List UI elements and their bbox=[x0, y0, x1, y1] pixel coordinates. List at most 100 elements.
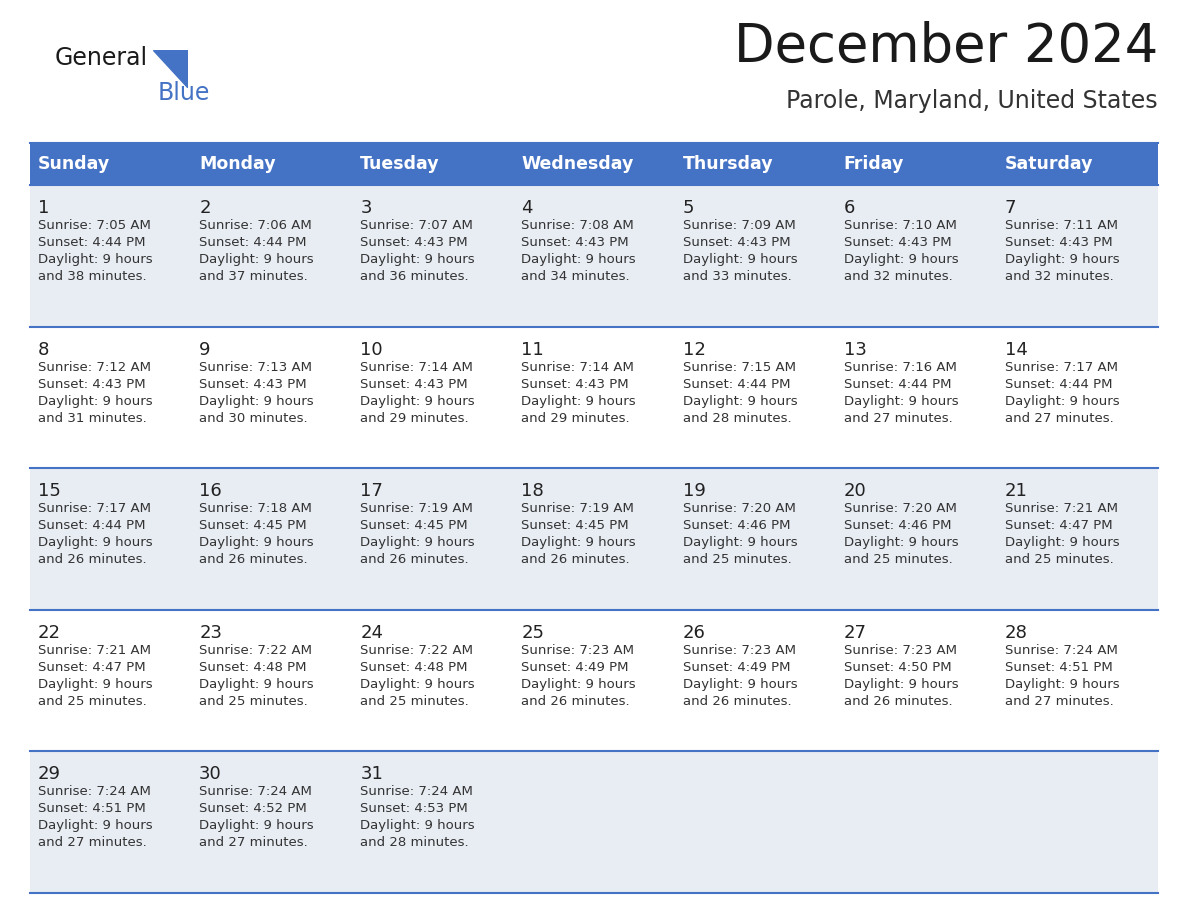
Text: and 31 minutes.: and 31 minutes. bbox=[38, 411, 147, 425]
Text: Daylight: 9 hours: Daylight: 9 hours bbox=[360, 253, 475, 266]
Text: Sunset: 4:43 PM: Sunset: 4:43 PM bbox=[522, 236, 630, 249]
Text: and 25 minutes.: and 25 minutes. bbox=[683, 554, 791, 566]
Text: Daylight: 9 hours: Daylight: 9 hours bbox=[360, 820, 475, 833]
Text: Sunset: 4:45 PM: Sunset: 4:45 PM bbox=[200, 520, 307, 532]
Text: Sunset: 4:44 PM: Sunset: 4:44 PM bbox=[683, 377, 790, 390]
Text: Sunrise: 7:11 AM: Sunrise: 7:11 AM bbox=[1005, 219, 1118, 232]
Text: and 27 minutes.: and 27 minutes. bbox=[1005, 411, 1113, 425]
Text: Sunrise: 7:19 AM: Sunrise: 7:19 AM bbox=[360, 502, 473, 515]
Text: Sunset: 4:47 PM: Sunset: 4:47 PM bbox=[38, 661, 146, 674]
Text: and 29 minutes.: and 29 minutes. bbox=[360, 411, 469, 425]
Text: and 27 minutes.: and 27 minutes. bbox=[38, 836, 147, 849]
Text: Sunset: 4:49 PM: Sunset: 4:49 PM bbox=[522, 661, 628, 674]
Text: Sunset: 4:46 PM: Sunset: 4:46 PM bbox=[683, 520, 790, 532]
Text: Sunrise: 7:24 AM: Sunrise: 7:24 AM bbox=[38, 786, 151, 799]
Text: Sunset: 4:43 PM: Sunset: 4:43 PM bbox=[1005, 236, 1112, 249]
Text: Sunset: 4:43 PM: Sunset: 4:43 PM bbox=[522, 377, 630, 390]
Text: Sunrise: 7:17 AM: Sunrise: 7:17 AM bbox=[1005, 361, 1118, 374]
Text: 15: 15 bbox=[38, 482, 61, 500]
Polygon shape bbox=[153, 50, 188, 88]
Text: Blue: Blue bbox=[158, 81, 210, 105]
Text: Daylight: 9 hours: Daylight: 9 hours bbox=[843, 677, 959, 691]
Text: Sunset: 4:49 PM: Sunset: 4:49 PM bbox=[683, 661, 790, 674]
Text: Daylight: 9 hours: Daylight: 9 hours bbox=[522, 677, 636, 691]
Text: and 32 minutes.: and 32 minutes. bbox=[1005, 270, 1113, 283]
Text: 2: 2 bbox=[200, 199, 210, 217]
Text: and 26 minutes.: and 26 minutes. bbox=[360, 554, 469, 566]
Text: Tuesday: Tuesday bbox=[360, 155, 440, 173]
Text: Parole, Maryland, United States: Parole, Maryland, United States bbox=[786, 89, 1158, 113]
Text: and 27 minutes.: and 27 minutes. bbox=[200, 836, 308, 849]
Text: Sunset: 4:50 PM: Sunset: 4:50 PM bbox=[843, 661, 952, 674]
Text: Sunset: 4:43 PM: Sunset: 4:43 PM bbox=[843, 236, 952, 249]
Text: Sunrise: 7:12 AM: Sunrise: 7:12 AM bbox=[38, 361, 151, 374]
Text: and 25 minutes.: and 25 minutes. bbox=[200, 695, 308, 708]
Text: 23: 23 bbox=[200, 624, 222, 642]
Text: and 26 minutes.: and 26 minutes. bbox=[522, 695, 630, 708]
Text: 16: 16 bbox=[200, 482, 222, 500]
Text: and 26 minutes.: and 26 minutes. bbox=[38, 554, 146, 566]
Text: and 38 minutes.: and 38 minutes. bbox=[38, 270, 146, 283]
Text: 3: 3 bbox=[360, 199, 372, 217]
Text: Daylight: 9 hours: Daylight: 9 hours bbox=[38, 536, 152, 549]
Text: Sunset: 4:51 PM: Sunset: 4:51 PM bbox=[1005, 661, 1113, 674]
Text: 18: 18 bbox=[522, 482, 544, 500]
Text: Daylight: 9 hours: Daylight: 9 hours bbox=[38, 395, 152, 408]
Text: Sunrise: 7:21 AM: Sunrise: 7:21 AM bbox=[38, 644, 151, 656]
Text: 20: 20 bbox=[843, 482, 866, 500]
Text: Sunrise: 7:24 AM: Sunrise: 7:24 AM bbox=[360, 786, 473, 799]
Text: 10: 10 bbox=[360, 341, 383, 359]
Text: Daylight: 9 hours: Daylight: 9 hours bbox=[683, 536, 797, 549]
Text: Sunset: 4:51 PM: Sunset: 4:51 PM bbox=[38, 802, 146, 815]
Text: Sunset: 4:43 PM: Sunset: 4:43 PM bbox=[683, 236, 790, 249]
Text: 6: 6 bbox=[843, 199, 855, 217]
Text: Sunset: 4:44 PM: Sunset: 4:44 PM bbox=[38, 236, 145, 249]
Text: Daylight: 9 hours: Daylight: 9 hours bbox=[1005, 677, 1119, 691]
Text: Sunrise: 7:20 AM: Sunrise: 7:20 AM bbox=[843, 502, 956, 515]
Text: Daylight: 9 hours: Daylight: 9 hours bbox=[683, 677, 797, 691]
Text: Daylight: 9 hours: Daylight: 9 hours bbox=[360, 395, 475, 408]
Text: Sunrise: 7:24 AM: Sunrise: 7:24 AM bbox=[1005, 644, 1118, 656]
Text: Friday: Friday bbox=[843, 155, 904, 173]
Text: General: General bbox=[55, 46, 148, 70]
Text: Daylight: 9 hours: Daylight: 9 hours bbox=[38, 820, 152, 833]
Text: 21: 21 bbox=[1005, 482, 1028, 500]
Text: Sunset: 4:43 PM: Sunset: 4:43 PM bbox=[200, 377, 307, 390]
Text: Daylight: 9 hours: Daylight: 9 hours bbox=[200, 820, 314, 833]
Text: 9: 9 bbox=[200, 341, 210, 359]
Text: Sunset: 4:44 PM: Sunset: 4:44 PM bbox=[38, 520, 145, 532]
Text: Monday: Monday bbox=[200, 155, 276, 173]
Text: Daylight: 9 hours: Daylight: 9 hours bbox=[843, 395, 959, 408]
Text: Daylight: 9 hours: Daylight: 9 hours bbox=[683, 253, 797, 266]
Text: 14: 14 bbox=[1005, 341, 1028, 359]
Text: 24: 24 bbox=[360, 624, 384, 642]
Text: 26: 26 bbox=[683, 624, 706, 642]
Text: Sunrise: 7:22 AM: Sunrise: 7:22 AM bbox=[360, 644, 473, 656]
Text: Daylight: 9 hours: Daylight: 9 hours bbox=[38, 253, 152, 266]
Text: Sunrise: 7:08 AM: Sunrise: 7:08 AM bbox=[522, 219, 634, 232]
Text: Sunrise: 7:05 AM: Sunrise: 7:05 AM bbox=[38, 219, 151, 232]
Text: Sunrise: 7:22 AM: Sunrise: 7:22 AM bbox=[200, 644, 312, 656]
Text: 28: 28 bbox=[1005, 624, 1028, 642]
Text: Sunrise: 7:15 AM: Sunrise: 7:15 AM bbox=[683, 361, 796, 374]
Text: Sunset: 4:43 PM: Sunset: 4:43 PM bbox=[38, 377, 146, 390]
Text: Daylight: 9 hours: Daylight: 9 hours bbox=[522, 536, 636, 549]
Text: Daylight: 9 hours: Daylight: 9 hours bbox=[1005, 253, 1119, 266]
Text: 31: 31 bbox=[360, 766, 384, 783]
Text: 12: 12 bbox=[683, 341, 706, 359]
Text: Sunrise: 7:14 AM: Sunrise: 7:14 AM bbox=[360, 361, 473, 374]
Text: and 27 minutes.: and 27 minutes. bbox=[843, 411, 953, 425]
Text: Sunset: 4:46 PM: Sunset: 4:46 PM bbox=[843, 520, 952, 532]
Text: 17: 17 bbox=[360, 482, 384, 500]
Text: Sunrise: 7:14 AM: Sunrise: 7:14 AM bbox=[522, 361, 634, 374]
Text: 11: 11 bbox=[522, 341, 544, 359]
Text: Daylight: 9 hours: Daylight: 9 hours bbox=[200, 677, 314, 691]
Text: 8: 8 bbox=[38, 341, 50, 359]
Text: Wednesday: Wednesday bbox=[522, 155, 634, 173]
Text: Sunrise: 7:07 AM: Sunrise: 7:07 AM bbox=[360, 219, 473, 232]
Text: Sunset: 4:43 PM: Sunset: 4:43 PM bbox=[360, 236, 468, 249]
Text: Sunset: 4:48 PM: Sunset: 4:48 PM bbox=[360, 661, 468, 674]
Text: and 25 minutes.: and 25 minutes. bbox=[38, 695, 147, 708]
Text: Daylight: 9 hours: Daylight: 9 hours bbox=[38, 677, 152, 691]
Text: 22: 22 bbox=[38, 624, 61, 642]
